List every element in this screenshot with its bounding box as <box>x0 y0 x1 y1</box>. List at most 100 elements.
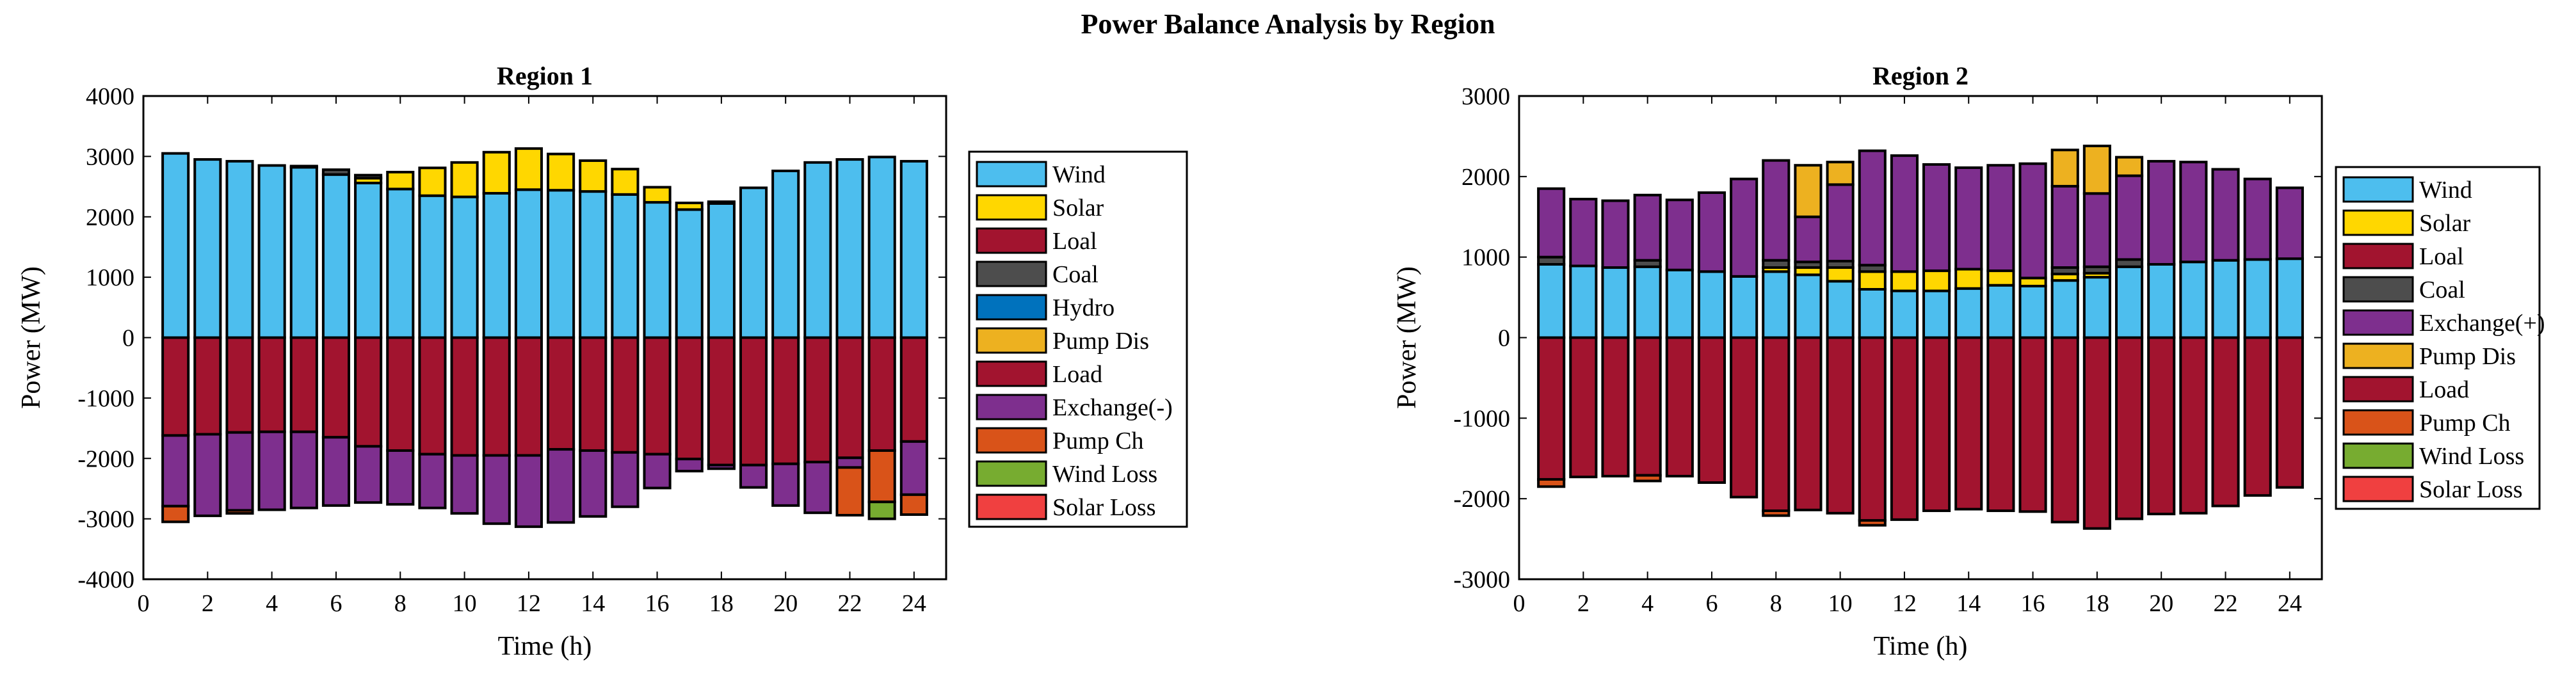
legend-swatch <box>2342 409 2414 436</box>
legend-swatch <box>976 460 1047 487</box>
bar-segment <box>1954 268 1983 290</box>
legend-label: Load <box>2419 376 2469 403</box>
x-tick-label: 22 <box>838 590 862 617</box>
y-tick-label: 4000 <box>86 83 134 110</box>
x-tick-label: 12 <box>517 590 541 617</box>
legend-label: Load <box>1052 361 1102 388</box>
x-tick-label: 16 <box>2021 590 2045 617</box>
bar-segment <box>1794 273 1823 339</box>
bar-segment <box>1633 474 1662 483</box>
bar-segment <box>643 453 672 490</box>
bar-segment <box>803 161 832 339</box>
bar-segment <box>1794 164 1823 218</box>
bar-segment <box>707 463 736 470</box>
bar-segment <box>1890 270 1919 292</box>
x-tick-label: 0 <box>1513 590 1525 617</box>
bar-segment <box>675 336 704 461</box>
bar-segment <box>2050 336 2079 524</box>
figure-title: Power Balance Analysis by Region <box>1081 8 1495 40</box>
bar-segment <box>1762 509 1791 517</box>
bar-segment <box>161 152 190 339</box>
bar-segment <box>1665 198 1694 271</box>
bar-segment <box>418 194 447 339</box>
bar-segment <box>1858 270 1887 291</box>
bar-segment <box>867 336 896 452</box>
bar-segment <box>1730 275 1759 339</box>
bar-segment <box>899 159 928 339</box>
legend-label: Solar <box>2419 210 2471 237</box>
bar-segment <box>354 445 383 504</box>
x-tick-label: 2 <box>202 590 214 617</box>
legend-swatch <box>976 360 1047 387</box>
bar-segment <box>1986 336 2015 513</box>
bar-segment <box>450 336 479 457</box>
legend-swatch <box>976 260 1047 287</box>
bar-segment <box>257 336 286 433</box>
bar-segment <box>514 336 543 457</box>
bar-segment <box>1665 268 1694 339</box>
bar-segment <box>2147 159 2176 266</box>
bar-segment <box>450 161 479 198</box>
bar-segment <box>2082 145 2111 195</box>
x-tick-label: 10 <box>453 590 477 617</box>
bar-segment <box>1633 265 1662 339</box>
bar-segment <box>2082 276 2111 339</box>
legend-label: Solar <box>1052 195 1104 221</box>
bar-segment <box>1826 280 1855 339</box>
legend-label: Pump Dis <box>2419 343 2516 370</box>
bar-segment <box>450 454 479 515</box>
bar-segment <box>2179 260 2208 339</box>
bar-segment <box>547 189 576 339</box>
bar-segment <box>835 466 864 517</box>
bar-segment <box>418 166 447 197</box>
legend-label: Loal <box>2419 243 2464 270</box>
bar-segment <box>2114 265 2144 339</box>
x-tick-label: 16 <box>645 590 670 617</box>
bar-segment <box>1826 183 1855 262</box>
bar-segment <box>2243 258 2272 339</box>
bar-segment <box>643 201 672 339</box>
bar-segment <box>225 159 254 339</box>
bar-segment <box>161 434 190 508</box>
bar-segment <box>450 195 479 339</box>
bar-segment <box>2211 259 2240 339</box>
bar-segment <box>1858 336 1887 522</box>
bar-segment <box>547 336 576 451</box>
bar-segment <box>193 158 222 339</box>
bar-segment <box>1730 336 1759 499</box>
bar-segment <box>1601 336 1630 477</box>
x-tick-label: 8 <box>1770 590 1782 617</box>
bar-segment <box>2243 177 2272 261</box>
bar-segment <box>2275 257 2304 339</box>
bar-segment <box>1794 336 1823 511</box>
legend-label: Exchange(-) <box>1052 394 1173 421</box>
legend-swatch <box>2342 243 2414 269</box>
x-tick-label: 20 <box>2149 590 2173 617</box>
x-tick-label: 4 <box>1641 590 1654 617</box>
bar-segment <box>1922 269 1951 292</box>
bar-segment <box>899 440 928 496</box>
legend-label: Wind <box>1052 161 1106 188</box>
x-tick-label: 10 <box>1828 590 1853 617</box>
x-tick-label: 18 <box>709 590 734 617</box>
legend-swatch <box>2342 376 2414 403</box>
x-tick-label: 0 <box>138 590 150 617</box>
x-tick-label: 24 <box>902 590 926 617</box>
bar-segment <box>643 336 672 456</box>
bar-segment <box>1922 336 1951 513</box>
bar-segment <box>835 456 864 469</box>
bar-segment <box>2114 156 2144 177</box>
bar-segment <box>386 170 415 191</box>
y-tick-label: -4000 <box>77 566 134 593</box>
bar-segment <box>547 448 576 524</box>
bar-segment <box>161 504 190 524</box>
y-tick-label: 1000 <box>86 264 134 291</box>
legend-label: Hydro <box>1052 294 1115 321</box>
bar-segment <box>1890 154 1919 273</box>
bar-segment <box>2211 168 2240 262</box>
bar-segment <box>899 493 928 517</box>
bar-segment <box>1954 336 1983 511</box>
chart-panel-2: 0 2 4 6 8 10 12 14 16 18 20 22 24-3000-2000-10000100… <box>1392 61 2545 661</box>
y-tick-label: 1000 <box>1461 244 1510 271</box>
bar-segment <box>2050 148 2079 188</box>
